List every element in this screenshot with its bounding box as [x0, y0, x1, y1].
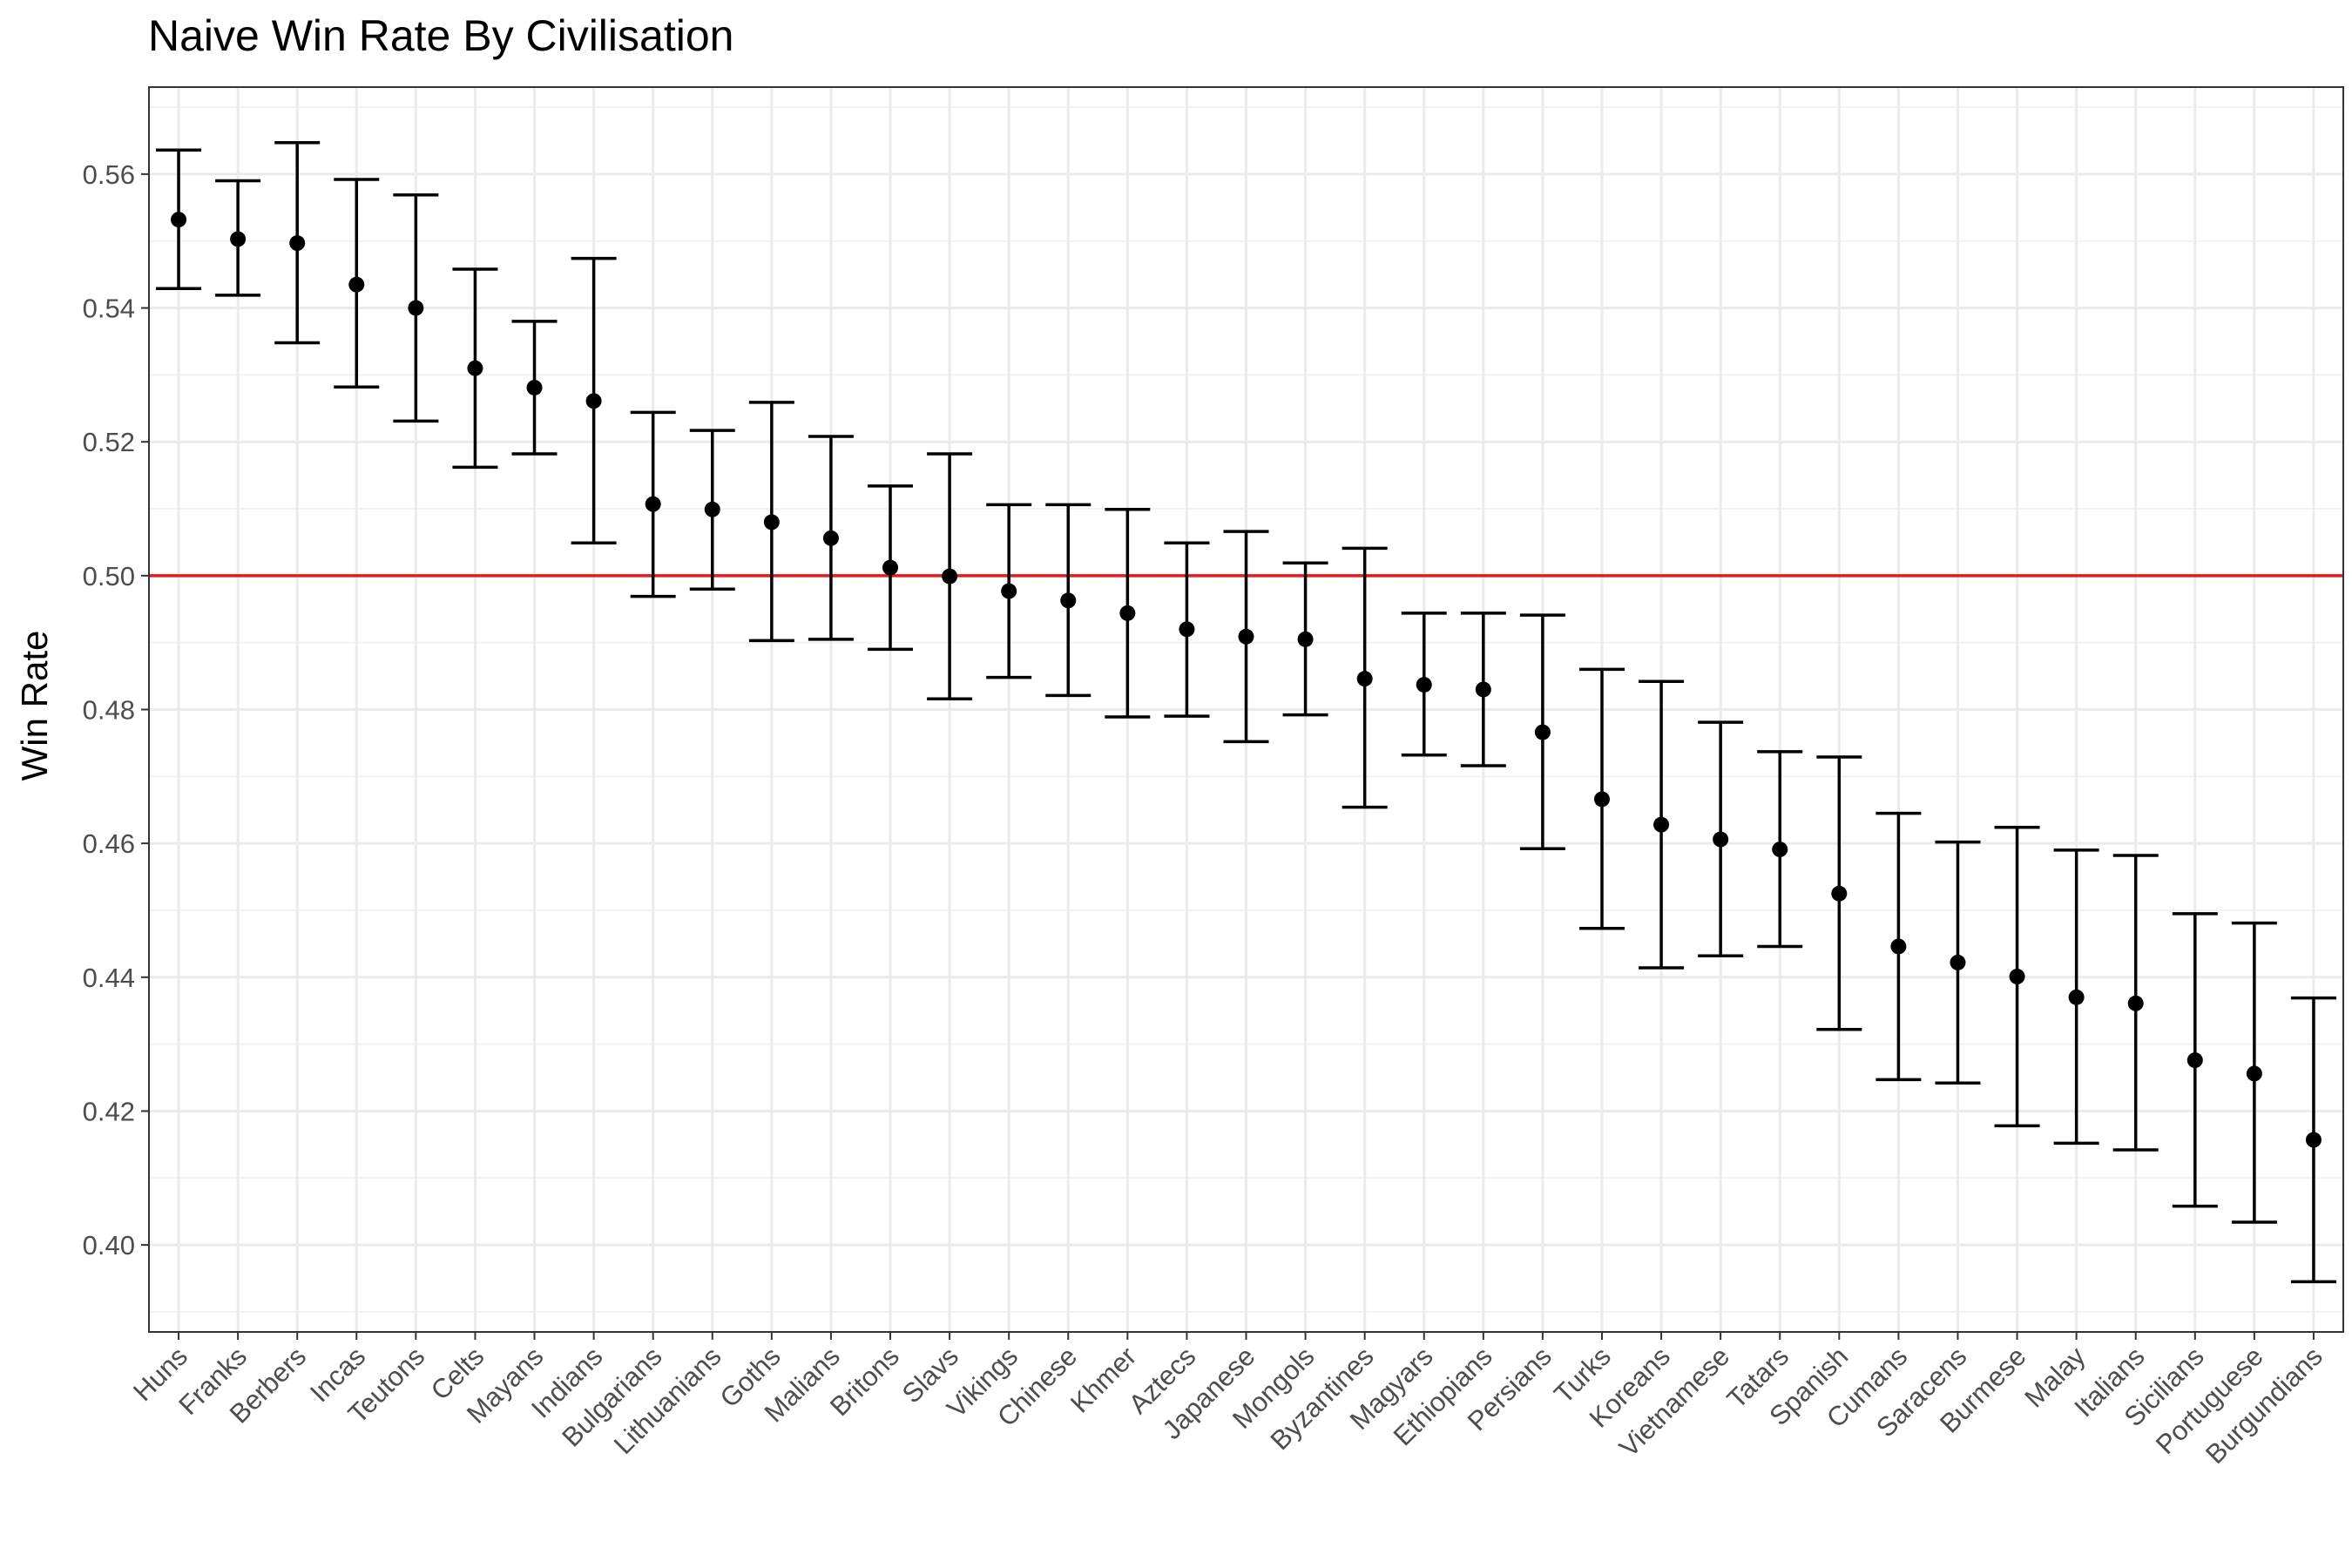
data-point [1831, 885, 1848, 902]
data-point [1713, 831, 1729, 848]
data-point [171, 212, 187, 228]
data-point [1060, 592, 1077, 609]
y-tick-label: 0.56 [83, 159, 135, 190]
data-point [1950, 954, 1966, 970]
data-point [2305, 1132, 2322, 1148]
data-point [1297, 631, 1314, 647]
data-point [585, 393, 602, 409]
data-point [289, 235, 306, 252]
data-point [704, 501, 720, 517]
data-point [526, 379, 543, 395]
y-tick-label: 0.50 [83, 561, 135, 591]
data-point [2068, 989, 2085, 1005]
plot-area: 0.400.420.440.460.480.500.520.540.56Huns… [83, 86, 2344, 1470]
chart-title: Naive Win Rate By Civilisation [148, 11, 733, 60]
data-point [1593, 791, 1610, 808]
data-point [1772, 841, 1788, 858]
data-point [1653, 816, 1670, 833]
y-tick-label: 0.46 [83, 828, 135, 859]
data-point [1001, 583, 1017, 599]
data-point [1238, 628, 1254, 645]
data-point [1890, 938, 1907, 955]
data-point [1475, 681, 1491, 698]
y-tick-label: 0.48 [83, 695, 135, 726]
data-point [1119, 605, 1136, 621]
data-point [1534, 724, 1551, 740]
data-point [2127, 995, 2144, 1011]
y-tick-label: 0.52 [83, 427, 135, 457]
data-point [1416, 677, 1432, 693]
y-tick-label: 0.54 [83, 294, 135, 324]
data-point [230, 231, 247, 247]
y-tick-label: 0.42 [83, 1096, 135, 1126]
data-point [882, 559, 899, 576]
y-tick-label: 0.40 [83, 1230, 135, 1260]
data-point [408, 300, 424, 316]
data-point [2186, 1052, 2203, 1069]
data-point [2009, 969, 2025, 985]
data-point [348, 276, 365, 293]
data-point [645, 496, 661, 512]
y-tick-label: 0.44 [83, 963, 135, 993]
data-point [467, 360, 483, 376]
data-point [1356, 671, 1373, 687]
data-point [942, 568, 958, 585]
y-axis-label: Win Rate [14, 631, 55, 781]
data-point [1179, 621, 1195, 638]
data-point [822, 530, 839, 546]
data-point [2246, 1065, 2262, 1082]
data-point [763, 514, 780, 531]
